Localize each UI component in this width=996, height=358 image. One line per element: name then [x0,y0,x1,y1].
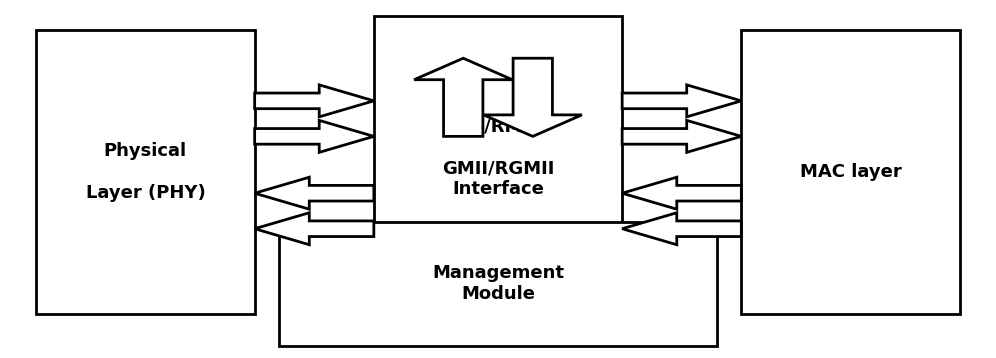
Polygon shape [414,58,512,136]
Polygon shape [255,213,374,245]
Bar [36,30,255,314]
Text: MAC layer: MAC layer [800,163,901,181]
Polygon shape [255,85,374,117]
Bar [374,16,622,300]
Text: Management
Module: Management Module [432,265,564,303]
Text: Physical

Layer (PHY): Physical Layer (PHY) [86,142,205,202]
Polygon shape [484,58,582,136]
Polygon shape [622,120,741,153]
Polygon shape [255,120,374,153]
Bar [741,30,960,314]
Polygon shape [622,177,741,209]
Bar [280,222,716,346]
Polygon shape [255,177,374,209]
Text: MII/RMII/

GMII/RGMII
Interface: MII/RMII/ GMII/RGMII Interface [442,117,554,198]
Polygon shape [622,213,741,245]
Polygon shape [622,85,741,117]
